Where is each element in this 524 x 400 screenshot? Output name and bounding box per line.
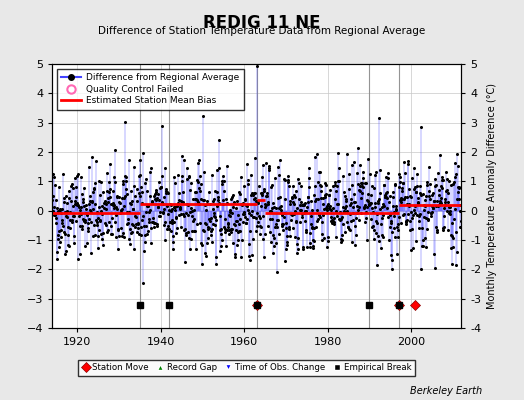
Text: Difference of Station Temperature Data from Regional Average: Difference of Station Temperature Data f…: [99, 26, 425, 36]
Y-axis label: Monthly Temperature Anomaly Difference (°C): Monthly Temperature Anomaly Difference (…: [487, 83, 497, 309]
Text: Berkeley Earth: Berkeley Earth: [410, 386, 482, 396]
Legend: Difference from Regional Average, Quality Control Failed, Estimated Station Mean: Difference from Regional Average, Qualit…: [57, 68, 244, 110]
Text: REDIG 11 NE: REDIG 11 NE: [203, 14, 321, 32]
Legend: Station Move, Record Gap, Time of Obs. Change, Empirical Break: Station Move, Record Gap, Time of Obs. C…: [78, 360, 415, 376]
